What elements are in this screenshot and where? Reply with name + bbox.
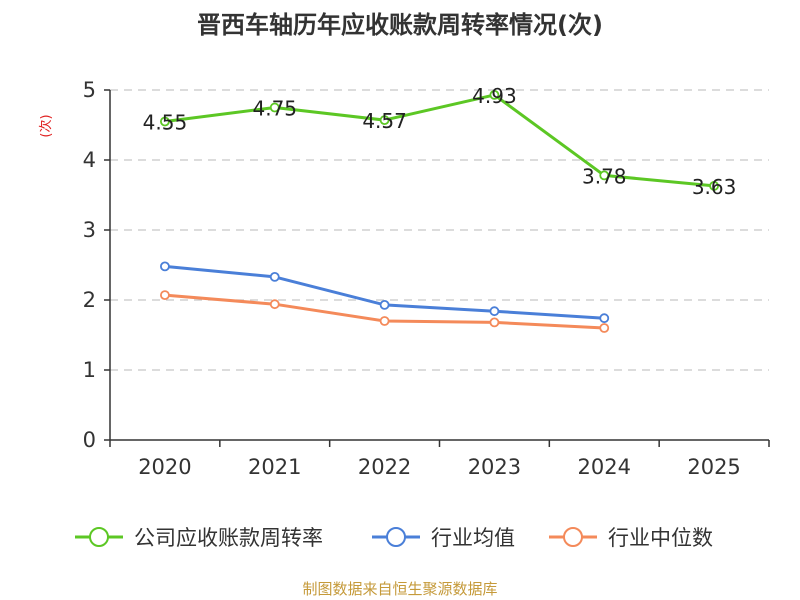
legend-label: 行业中位数 <box>608 526 713 550</box>
axes: 0 1 2 3 4 5 2020 2021 2022 2023 2024 2025 <box>83 78 770 479</box>
series-line-1 <box>164 264 605 320</box>
data-point <box>269 299 280 310</box>
y-tick-label: 1 <box>83 358 96 382</box>
data-point <box>489 90 500 100</box>
data-point <box>160 290 170 301</box>
legend-marker <box>563 527 583 547</box>
series-layer <box>160 90 719 333</box>
data-label: 4.55 <box>143 111 188 135</box>
data-point <box>379 299 390 310</box>
x-tick-label: 2023 <box>468 455 521 479</box>
data-point <box>709 180 719 191</box>
data-labels: 4.55 4.75 4.57 4.93 3.78 3.63 <box>143 84 737 199</box>
x-tick-label: 2024 <box>578 455 631 479</box>
y-axis-label: (次) <box>38 114 54 137</box>
x-tick-label: 2025 <box>687 455 740 479</box>
legend-label: 行业均值 <box>431 526 515 550</box>
x-tick-label: 2021 <box>248 455 301 479</box>
y-tick-label: 5 <box>83 78 96 102</box>
chart-title: 晋西车轴历年应收账款周转率情况(次) <box>197 11 603 39</box>
grid-lines <box>110 89 769 371</box>
data-point <box>599 313 610 324</box>
data-point <box>489 317 500 328</box>
data-point <box>160 261 170 272</box>
data-label: 3.78 <box>582 164 627 188</box>
series-line-0 <box>164 93 715 188</box>
legend-label: 公司应收账款周转率 <box>134 526 323 550</box>
data-label: 3.63 <box>692 175 737 199</box>
y-tick-label: 3 <box>83 218 96 242</box>
legend-marker <box>89 527 109 547</box>
y-tick-label: 4 <box>83 148 96 172</box>
data-point <box>160 116 170 127</box>
source-note: 制图数据来自恒生聚源数据库 <box>302 580 497 598</box>
data-point <box>269 271 280 282</box>
data-point <box>379 316 390 326</box>
data-point <box>489 306 500 317</box>
data-label: 4.75 <box>252 97 297 121</box>
x-tick-label: 2022 <box>358 455 411 479</box>
data-point <box>269 102 280 113</box>
data-point <box>599 170 610 181</box>
data-point <box>379 115 390 125</box>
data-label: 4.93 <box>472 84 517 108</box>
y-tick-label: 2 <box>83 288 96 312</box>
data-label: 4.57 <box>362 109 407 133</box>
legend: 公司应收账款周转率 行业均值 行业中位数 <box>75 526 713 550</box>
x-tick-label: 2020 <box>138 455 191 479</box>
y-tick-label: 0 <box>83 428 96 452</box>
data-point <box>599 323 610 333</box>
legend-marker <box>386 527 406 547</box>
